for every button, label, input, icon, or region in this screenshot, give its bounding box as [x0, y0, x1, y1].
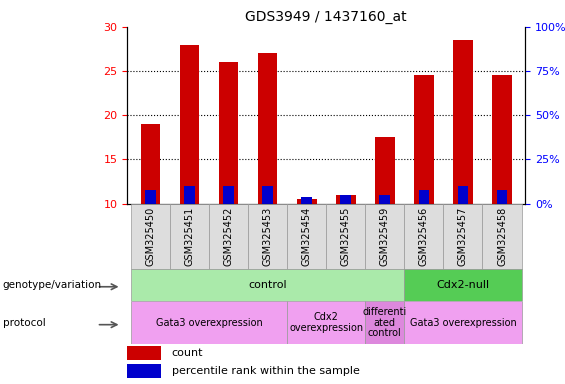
Text: differenti
ated
control: differenti ated control — [363, 307, 407, 338]
Bar — [131, 269, 405, 301]
Bar — [219, 62, 238, 204]
Text: GSM325452: GSM325452 — [224, 207, 234, 266]
Bar — [180, 45, 199, 204]
Text: Gata3 overexpression: Gata3 overexpression — [410, 318, 516, 328]
Bar — [419, 190, 429, 204]
Bar — [301, 197, 312, 204]
Text: Gata3 overexpression: Gata3 overexpression — [156, 318, 263, 328]
Text: GSM325457: GSM325457 — [458, 207, 468, 266]
Bar — [366, 204, 405, 269]
Bar — [336, 195, 355, 204]
Bar — [453, 40, 473, 204]
Text: GSM325455: GSM325455 — [341, 207, 351, 266]
Text: GSM325451: GSM325451 — [185, 207, 194, 266]
Text: GSM325454: GSM325454 — [302, 207, 312, 266]
Text: Cdx2
overexpression: Cdx2 overexpression — [289, 312, 363, 333]
Bar — [366, 301, 405, 344]
Bar — [127, 346, 160, 360]
Text: GSM325456: GSM325456 — [419, 207, 429, 266]
Bar — [287, 301, 366, 344]
Bar — [141, 124, 160, 204]
Bar — [405, 269, 521, 301]
Text: protocol: protocol — [3, 318, 46, 328]
Bar — [248, 204, 287, 269]
Bar — [414, 76, 434, 204]
Bar — [458, 186, 468, 204]
Text: count: count — [172, 348, 203, 358]
Bar — [492, 76, 512, 204]
Text: GSM325459: GSM325459 — [380, 207, 390, 266]
Bar — [375, 137, 394, 204]
Bar — [145, 190, 156, 204]
Bar — [287, 204, 327, 269]
Bar — [262, 186, 273, 204]
Bar — [341, 195, 351, 204]
Text: GSM325453: GSM325453 — [263, 207, 273, 266]
Bar — [170, 204, 209, 269]
Text: control: control — [249, 280, 287, 290]
Text: GSM325450: GSM325450 — [146, 207, 155, 266]
Bar — [209, 204, 248, 269]
Bar — [444, 204, 483, 269]
Bar — [405, 301, 521, 344]
Bar — [483, 204, 521, 269]
Text: GSM325458: GSM325458 — [497, 207, 507, 266]
Bar — [127, 364, 160, 378]
Text: genotype/variation: genotype/variation — [3, 280, 102, 290]
Bar — [131, 301, 287, 344]
Bar — [258, 53, 277, 204]
Title: GDS3949 / 1437160_at: GDS3949 / 1437160_at — [245, 10, 407, 25]
Bar — [327, 204, 366, 269]
Text: percentile rank within the sample: percentile rank within the sample — [172, 366, 359, 376]
Bar — [184, 186, 195, 204]
Bar — [131, 204, 170, 269]
Bar — [223, 186, 234, 204]
Bar — [380, 195, 390, 204]
Text: Cdx2-null: Cdx2-null — [436, 280, 489, 290]
Bar — [297, 199, 316, 204]
Bar — [405, 204, 444, 269]
Bar — [497, 190, 507, 204]
